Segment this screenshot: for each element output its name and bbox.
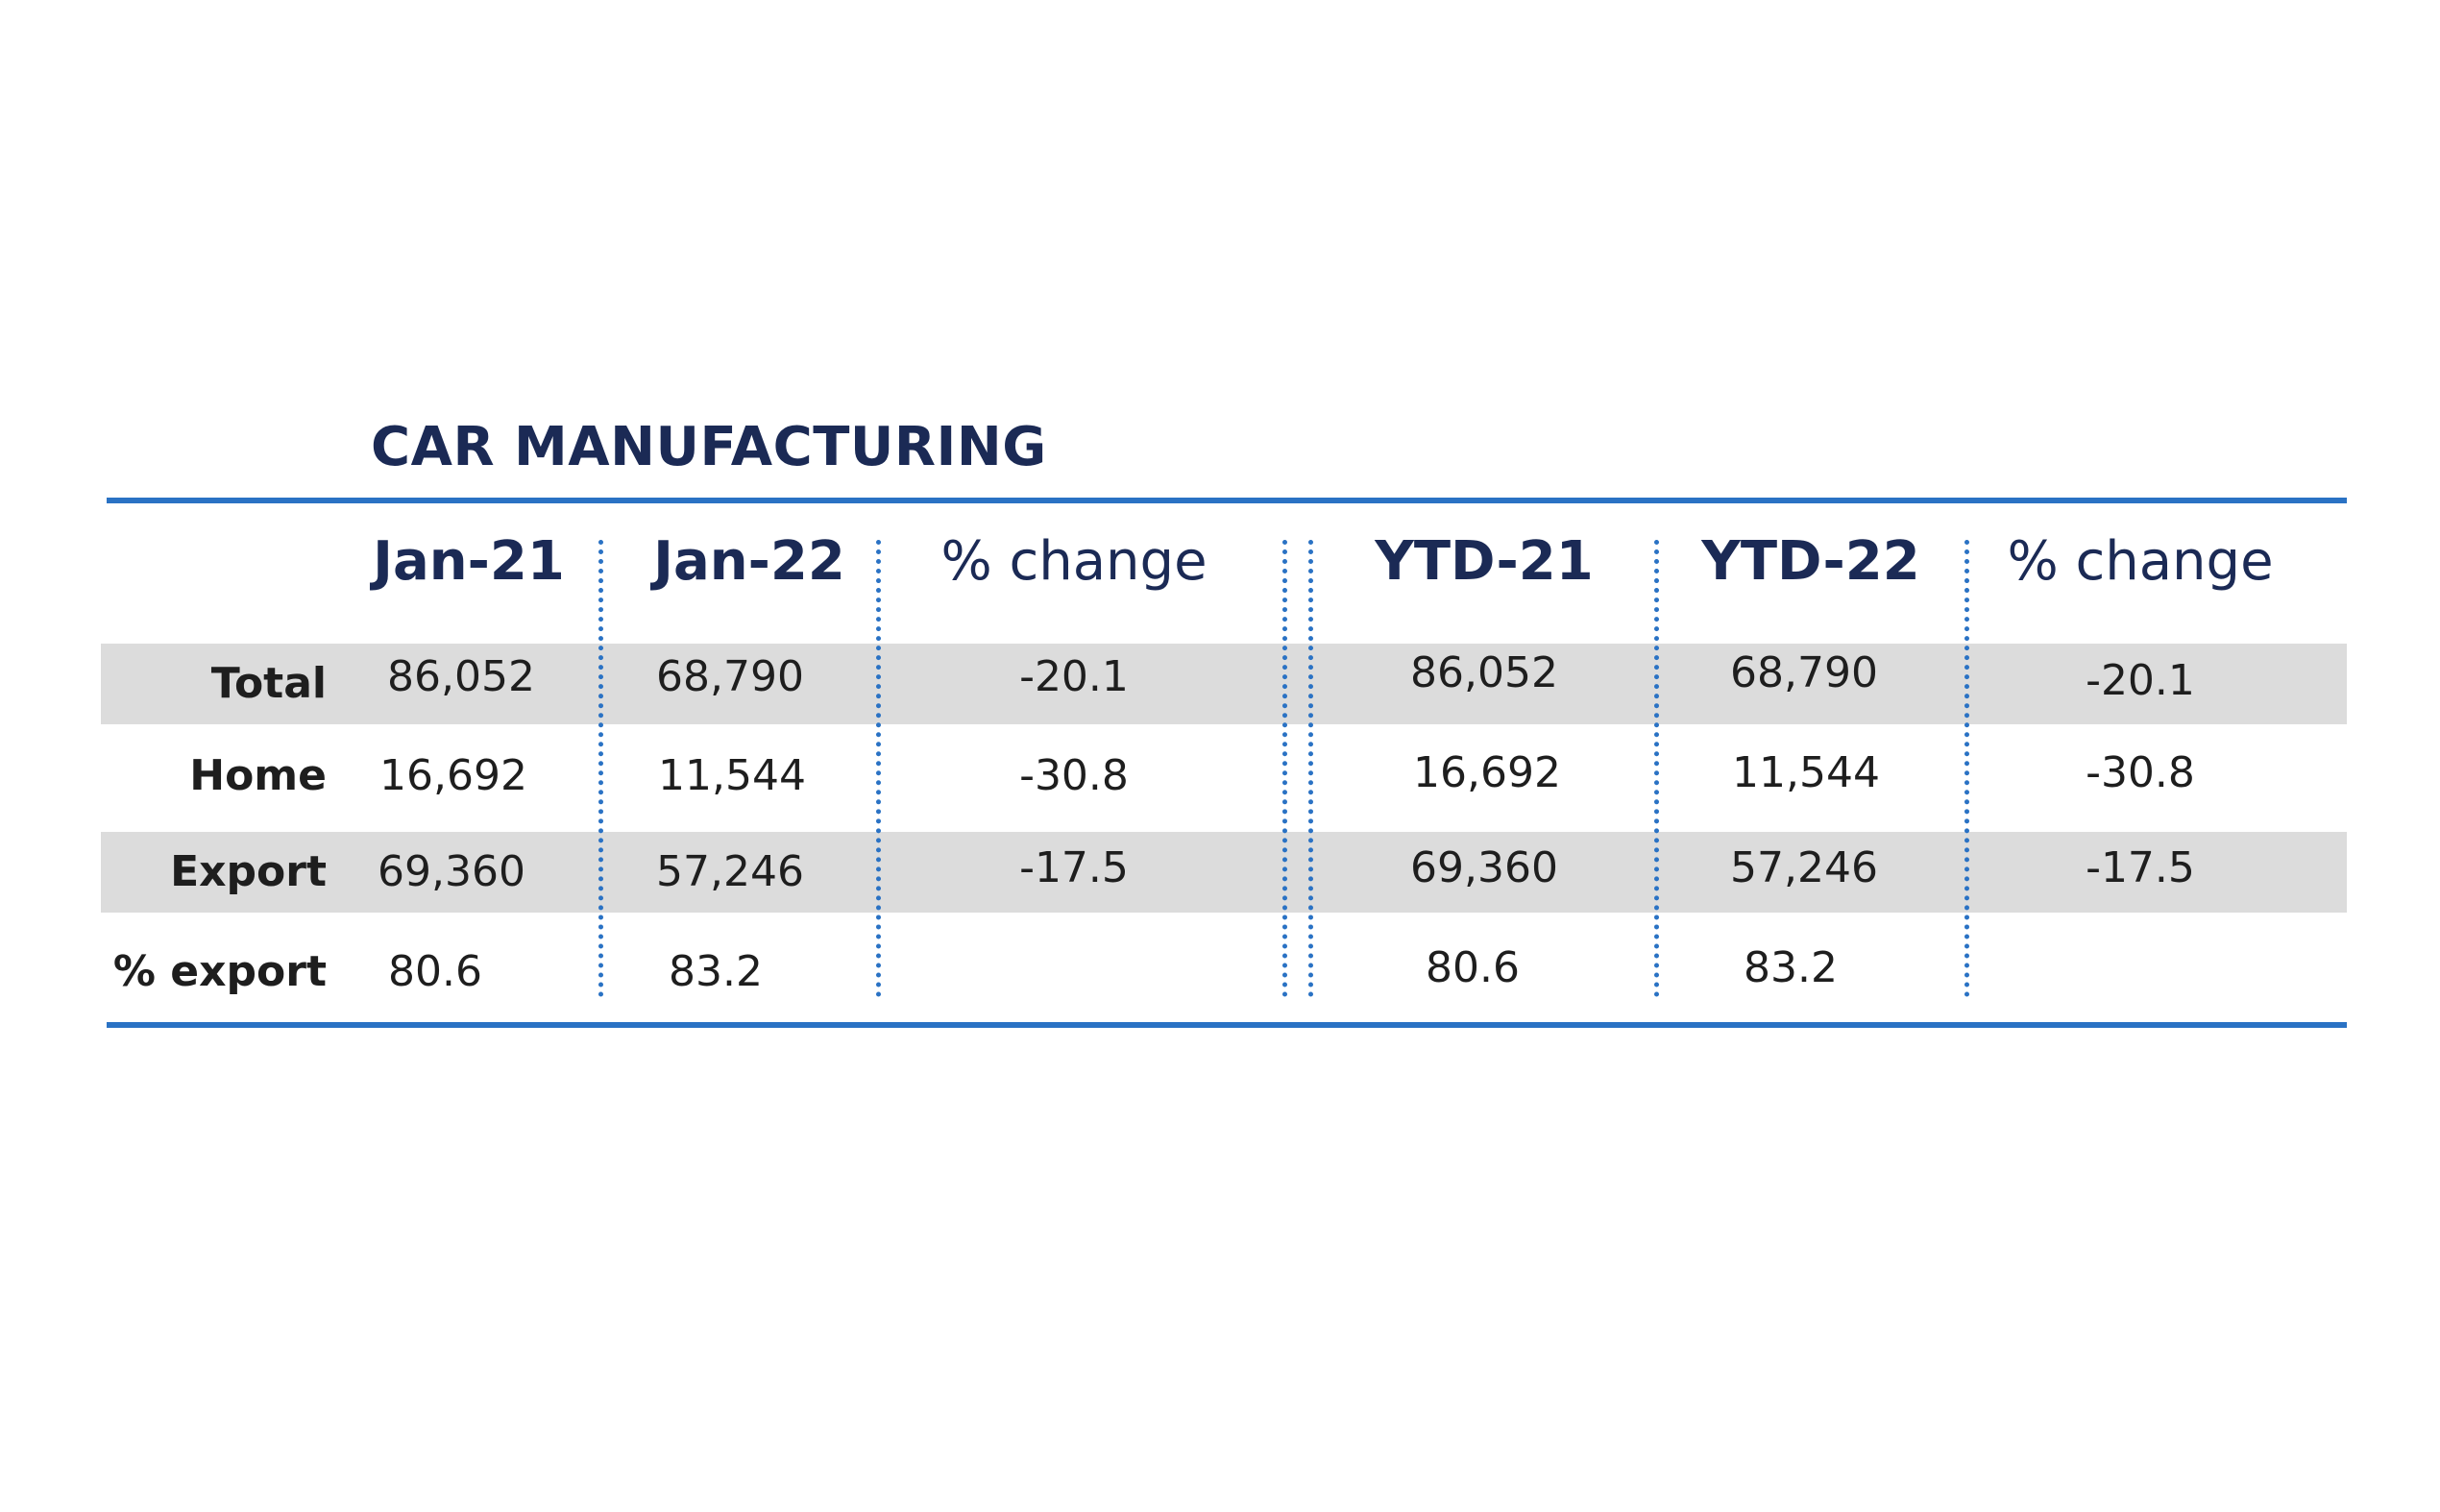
table-title: CAR MANUFACTURING — [371, 416, 1047, 478]
row-label-total: Total — [210, 659, 327, 708]
header-pct-change-ytd: % change — [2007, 530, 2274, 593]
header-ytd-22: YTD-22 — [1701, 530, 1920, 593]
column-divider-5 — [1964, 540, 1969, 997]
table-cell: 86,052 — [1410, 648, 1558, 697]
column-divider-3b — [1308, 540, 1313, 997]
table-cell: 86,052 — [387, 652, 535, 701]
table-cell: -30.8 — [2086, 748, 2195, 797]
row-band-export — [101, 832, 2347, 913]
table-cell — [930, 932, 1218, 1012]
row-band-total — [101, 644, 2347, 724]
row-label-home: Home — [189, 751, 327, 800]
column-divider-4 — [1654, 540, 1659, 997]
column-divider-3a — [1282, 540, 1287, 997]
table-cell: -17.5 — [1019, 843, 1129, 892]
row-label-pct-export: % export — [112, 947, 327, 996]
header-jan-21: Jan-21 — [373, 530, 565, 593]
column-divider-1 — [598, 540, 603, 997]
table-cell: 69,360 — [1410, 843, 1558, 892]
table-cell: 83.2 — [1744, 943, 1838, 992]
bottom-rule — [107, 1022, 2347, 1028]
table-cell: 83.2 — [669, 947, 763, 996]
header-pct-change-month: % change — [940, 530, 1208, 593]
row-label-export: Export — [170, 847, 327, 896]
table-cell: 16,692 — [1413, 748, 1561, 797]
table-cell — [1996, 928, 2284, 1009]
table-cell: -30.8 — [1019, 751, 1129, 800]
table-cell: 11,544 — [1732, 748, 1880, 797]
table-cell: 57,246 — [1730, 843, 1878, 892]
top-rule — [107, 498, 2347, 503]
table-cell: -20.1 — [1019, 652, 1129, 701]
table-cell: 80.6 — [1426, 943, 1520, 992]
table-cell: 69,360 — [378, 847, 525, 896]
table-cell: -20.1 — [2086, 656, 2195, 705]
table-cell: -17.5 — [2086, 843, 2195, 892]
column-divider-2 — [876, 540, 881, 997]
table-cell: 68,790 — [1730, 648, 1878, 697]
table-cell: 80.6 — [388, 947, 482, 996]
table-cell: 16,692 — [379, 751, 527, 800]
header-ytd-21: YTD-21 — [1375, 530, 1594, 593]
table-cell: 68,790 — [656, 652, 804, 701]
table-cell: 11,544 — [658, 751, 806, 800]
table-cell: 57,246 — [656, 847, 804, 896]
header-jan-22: Jan-22 — [653, 530, 845, 593]
